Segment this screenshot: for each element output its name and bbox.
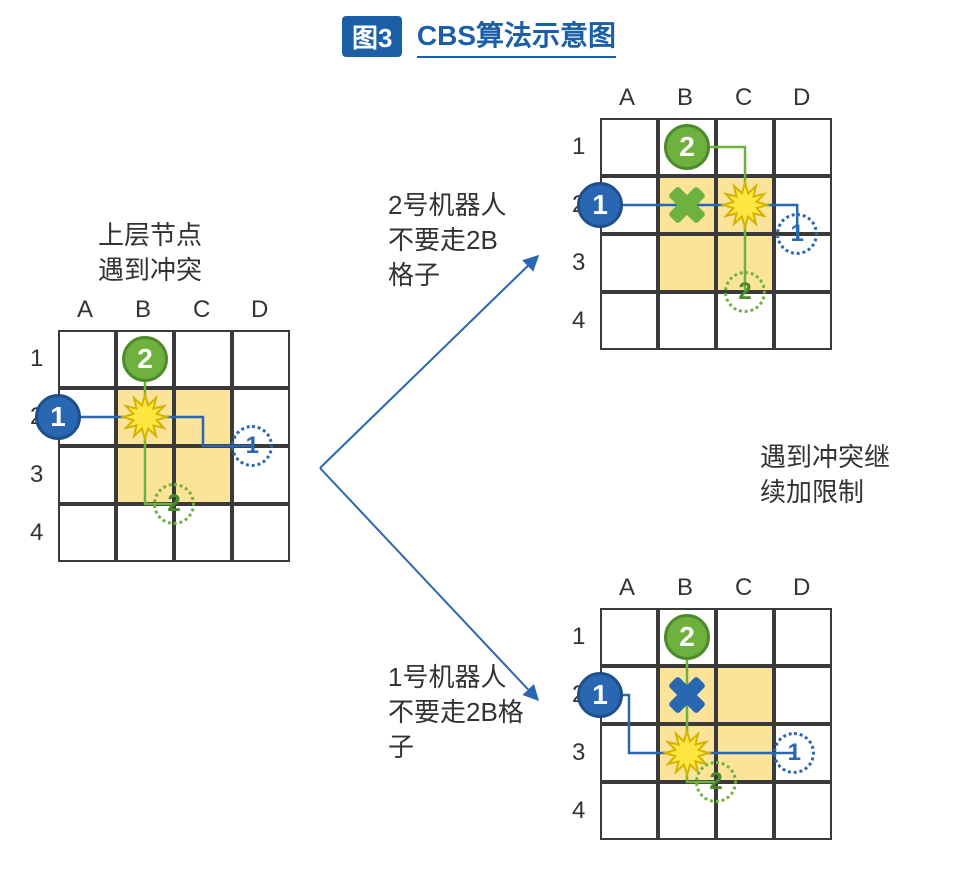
grid-cell [600,234,658,292]
caption-continue: 遇到冲突继 续加限制 [760,440,890,510]
grid-cell [58,446,116,504]
goal-robot-2: 2 [153,483,195,525]
grid-cell [774,292,832,350]
robot-2: 2 [664,124,710,170]
row-label: 1 [572,133,585,161]
grid-cell [658,176,716,234]
row-label: 1 [30,345,43,373]
col-label: C [735,574,752,602]
grid-cell [658,292,716,350]
col-label: A [619,84,635,112]
grid-cell [600,724,658,782]
grid-cell [174,330,232,388]
caption-branch-top: 2号机器人 不要走2B 格子 [388,188,506,293]
col-label: A [619,574,635,602]
row-label: 3 [572,739,585,767]
grid-cell [774,782,832,840]
grid-bottom: ABCD12341212 [600,608,832,840]
grid-cell [658,666,716,724]
grid-cell [716,176,774,234]
grid-cell [716,118,774,176]
grid-cell [58,504,116,562]
col-label: B [135,296,151,324]
title-text: CBS算法示意图 [417,14,616,58]
grid-cell [716,666,774,724]
col-label: B [677,84,693,112]
grid-cell [774,608,832,666]
caption-branch-bottom: 1号机器人 不要走2B格 子 [388,660,524,765]
grid-cell [716,608,774,666]
row-label: 4 [572,307,585,335]
col-label: C [193,296,210,324]
grid-cell [232,504,290,562]
grid-cell [600,608,658,666]
robot-1: 1 [577,672,623,718]
title-badge: 图3 [342,16,402,57]
goal-robot-1: 1 [773,732,815,774]
grid-cell [774,118,832,176]
robot-1: 1 [577,182,623,228]
robot-1: 1 [35,394,81,440]
grid-cell [774,666,832,724]
col-label: D [251,296,268,324]
grid-cell [600,292,658,350]
robot-2: 2 [664,614,710,660]
row-label: 4 [572,797,585,825]
col-label: A [77,296,93,324]
row-label: 4 [30,519,43,547]
figure-title: 图3 CBS算法示意图 [0,14,958,58]
grid-cell [600,118,658,176]
caption-upper-node: 上层节点 遇到冲突 [98,218,202,288]
grid-cell [600,782,658,840]
col-label: D [793,84,810,112]
row-label: 3 [30,461,43,489]
goal-robot-2: 2 [695,761,737,803]
col-label: B [677,574,693,602]
row-label: 1 [572,623,585,651]
grid-top: ABCD12341212 [600,118,832,350]
grid-cell [116,388,174,446]
goal-robot-1: 1 [776,213,818,255]
goal-robot-1: 1 [231,425,273,467]
grid-cell [58,330,116,388]
goal-robot-2: 2 [724,271,766,313]
col-label: D [793,574,810,602]
grid-left: ABCD12341212 [58,330,290,562]
grid-cell [174,388,232,446]
robot-2: 2 [122,336,168,382]
col-label: C [735,84,752,112]
row-label: 3 [572,249,585,277]
grid-cell [658,234,716,292]
grid-cell [232,330,290,388]
